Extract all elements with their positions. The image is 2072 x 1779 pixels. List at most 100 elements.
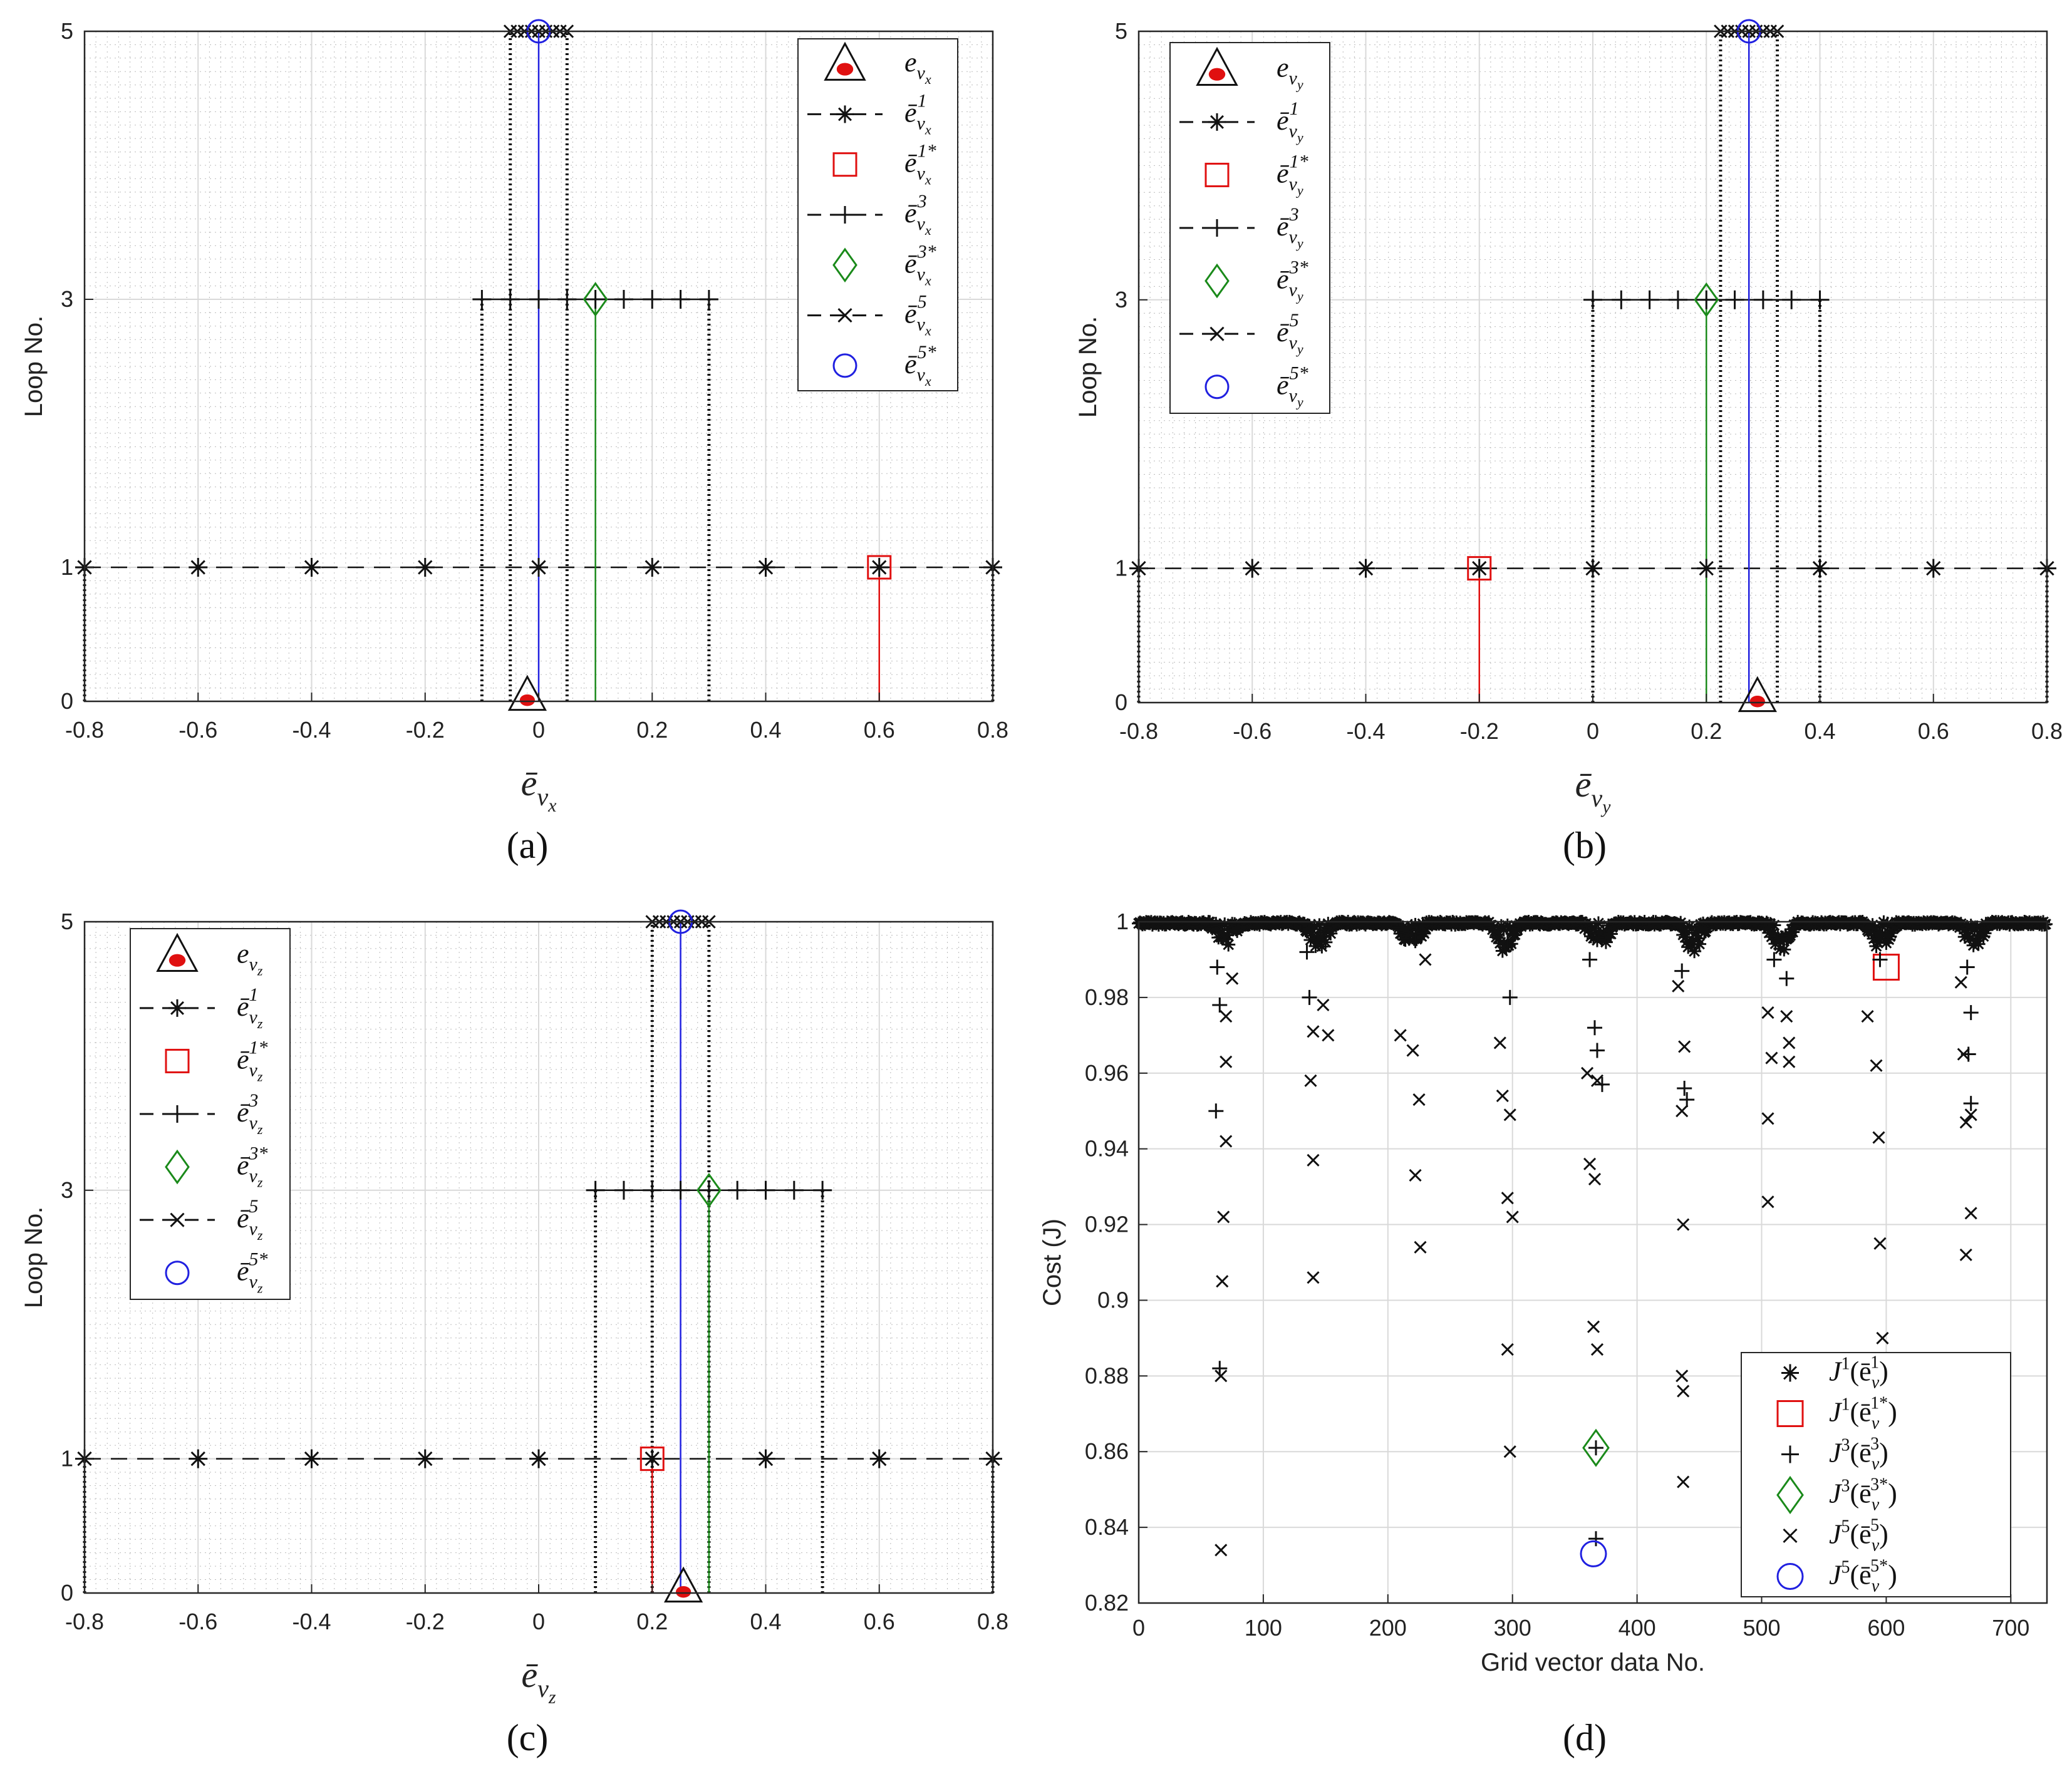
panel-c-xtick-label: -0.2 xyxy=(406,1609,445,1634)
panel-a-legend-marker-3 xyxy=(836,206,854,224)
panel-a-loop1-point xyxy=(643,558,662,577)
panel-a-legend-marker-5 xyxy=(837,308,852,323)
panel-d-ylabel: Cost (J) xyxy=(1039,1219,1066,1306)
panel-a-legend-marker-0 xyxy=(824,41,866,81)
panel-c-loop-search-vz: -0.8 -0.6 -0.4 -0.2 0 0.2 0.4 0.6 0.8 0 1 3 5 Loop No… xyxy=(20,909,1008,1708)
panel-label-c: (c) xyxy=(507,1717,549,1758)
panel-d-series2-point xyxy=(1588,1531,1603,1547)
panel-d-series2-point xyxy=(1963,1005,1979,1021)
panel-d-legend-marker-0 xyxy=(1781,1364,1799,1382)
panel-d-series2-point xyxy=(1500,933,1515,949)
panel-c-loop3-point xyxy=(643,1180,662,1200)
panel-d-series4-point xyxy=(1676,1105,1689,1118)
panel-c-truth-marker xyxy=(663,1566,703,1603)
panel-label-d: (d) xyxy=(1563,1717,1607,1758)
panel-d-legend-marker-1 xyxy=(1776,1400,1804,1427)
panel-d-series2-point xyxy=(1502,989,1518,1005)
panel-b-xtick-label: 0.8 xyxy=(2031,718,2063,744)
panel-d-xtick-label: 600 xyxy=(1867,1615,1905,1641)
panel-d-series2-point xyxy=(1779,971,1795,986)
panel-d-legend-marker-5 xyxy=(1776,1563,1804,1590)
panel-c-loop3-point xyxy=(728,1180,747,1200)
panel-d-series4-point xyxy=(1783,1036,1796,1049)
panel-d-ytick-label: 0.86 xyxy=(1085,1438,1129,1464)
panel-a-xtick-label: -0.4 xyxy=(292,717,331,743)
panel-c-loop1-point xyxy=(529,1449,548,1468)
panel-d-series4-point xyxy=(1322,1029,1335,1042)
panel-b-loop3-point xyxy=(1810,290,1830,309)
panel-d-xtick-label: 0 xyxy=(1132,1615,1145,1641)
panel-d-series2-point xyxy=(1677,1080,1692,1096)
panel-d-series4-point xyxy=(1580,1066,1594,1080)
panel-a-legend-marker-1 xyxy=(836,105,854,123)
panel-d-legend-label-0: J1(ēv1) xyxy=(1829,1353,1888,1393)
panel-b-legend-marker-6 xyxy=(1204,374,1230,400)
panel-a-loop1-point xyxy=(189,558,208,577)
panel-c-xtick-label: 0.6 xyxy=(864,1609,895,1634)
panel-c-xtick-label: -0.8 xyxy=(65,1609,104,1634)
panel-d-series4-point xyxy=(1590,1343,1604,1356)
panel-c-loop1-point xyxy=(302,1449,321,1468)
panel-d-series2-point xyxy=(1212,997,1228,1013)
panel-d-series4-point xyxy=(1780,1010,1793,1023)
panel-c-xtick-label: -0.4 xyxy=(292,1609,331,1634)
panel-d-series2-point xyxy=(1872,952,1888,967)
panel-b-truth-marker xyxy=(1738,676,1777,713)
panel-d-series4-point xyxy=(1964,1207,1977,1220)
panel-d-ytick-label: 0.88 xyxy=(1085,1363,1129,1388)
panel-d-series5-point xyxy=(1580,1540,1607,1567)
panel-d-series4-point xyxy=(1761,1195,1774,1209)
panel-d-series4-point xyxy=(1304,1074,1317,1087)
panel-d-series4-point xyxy=(1678,1040,1691,1053)
panel-c-loop3-point xyxy=(813,1180,832,1200)
panel-b-xtick-label: 0 xyxy=(1587,718,1599,744)
panel-b-loop3-best-marker xyxy=(1694,282,1719,317)
panel-d-xlabel: Grid vector data No. xyxy=(1481,1649,1705,1676)
panel-a-xtick-label: 0.6 xyxy=(864,717,895,743)
panel-b-xtick-label: 0.6 xyxy=(1918,718,1949,744)
panel-d-series4-point xyxy=(1765,1051,1778,1065)
panel-d-series4-point xyxy=(1317,998,1330,1012)
panel-d-cost-scatter: 0 100 200 300 400 500 600 700 0.82 0.84 0.86 0.88 0.… xyxy=(1039,909,2053,1676)
panel-d-series4-point xyxy=(1215,1369,1228,1383)
panel-a-loop1-point xyxy=(529,558,548,577)
panel-d-j1-point xyxy=(2039,917,2053,931)
panel-d-j1-point xyxy=(1767,918,1781,932)
panel-d-series4-point xyxy=(1870,1059,1883,1072)
panel-d-xtick-label: 700 xyxy=(1992,1615,2029,1641)
panel-a-xlabel: ēvx xyxy=(521,763,557,816)
panel-a-loop3-point xyxy=(500,290,520,309)
panel-d-series2-point xyxy=(1210,959,1225,975)
panel-b-legend-marker-2 xyxy=(1204,162,1230,187)
panel-b-loop1-point xyxy=(1583,559,1602,578)
panel-a-xtick-label: 0.8 xyxy=(977,717,1008,743)
panel-a-ytick-label: 0 xyxy=(61,688,73,714)
panel-d-series4-point xyxy=(1761,1006,1774,1019)
panel-c-loop1-point xyxy=(756,1449,775,1468)
panel-d-series1-point xyxy=(1872,954,1900,981)
panel-d-series4-point xyxy=(1506,1210,1519,1224)
panel-a-loop3-point xyxy=(529,290,548,309)
panel-c-legend-marker-4 xyxy=(165,1149,190,1185)
panel-b-xtick-label: 0.2 xyxy=(1691,718,1722,744)
panel-c-xtick-label: 0 xyxy=(532,1609,545,1634)
panel-d-ytick-label: 0.92 xyxy=(1085,1212,1129,1237)
panel-d-j1-point xyxy=(1591,916,1605,931)
panel-d-series4-point xyxy=(1872,1131,1885,1144)
panel-a-xtick-label: -0.6 xyxy=(179,717,217,743)
panel-a-ytick-label: 5 xyxy=(61,18,73,44)
panel-d-ytick-label: 0.96 xyxy=(1085,1060,1129,1086)
panel-c-loop3-point xyxy=(586,1180,605,1200)
panel-c-ylabel: Loop No. xyxy=(20,1207,48,1308)
panel-d-series2-point xyxy=(1208,1103,1224,1119)
panel-c-data xyxy=(75,909,1002,1603)
panel-c-xtick-label: -0.6 xyxy=(179,1609,217,1634)
panel-b-loop1-point xyxy=(1356,559,1375,578)
panel-b-loop1-best-marker xyxy=(1467,556,1492,581)
panel-d-legend-marker-3 xyxy=(1776,1475,1804,1515)
panel-b-loop3-point xyxy=(1697,290,1716,309)
panel-a-xtick-label: -0.2 xyxy=(406,717,445,743)
panel-c-legend-marker-2 xyxy=(165,1048,190,1073)
panel-c-ytick-label: 3 xyxy=(61,1177,73,1203)
